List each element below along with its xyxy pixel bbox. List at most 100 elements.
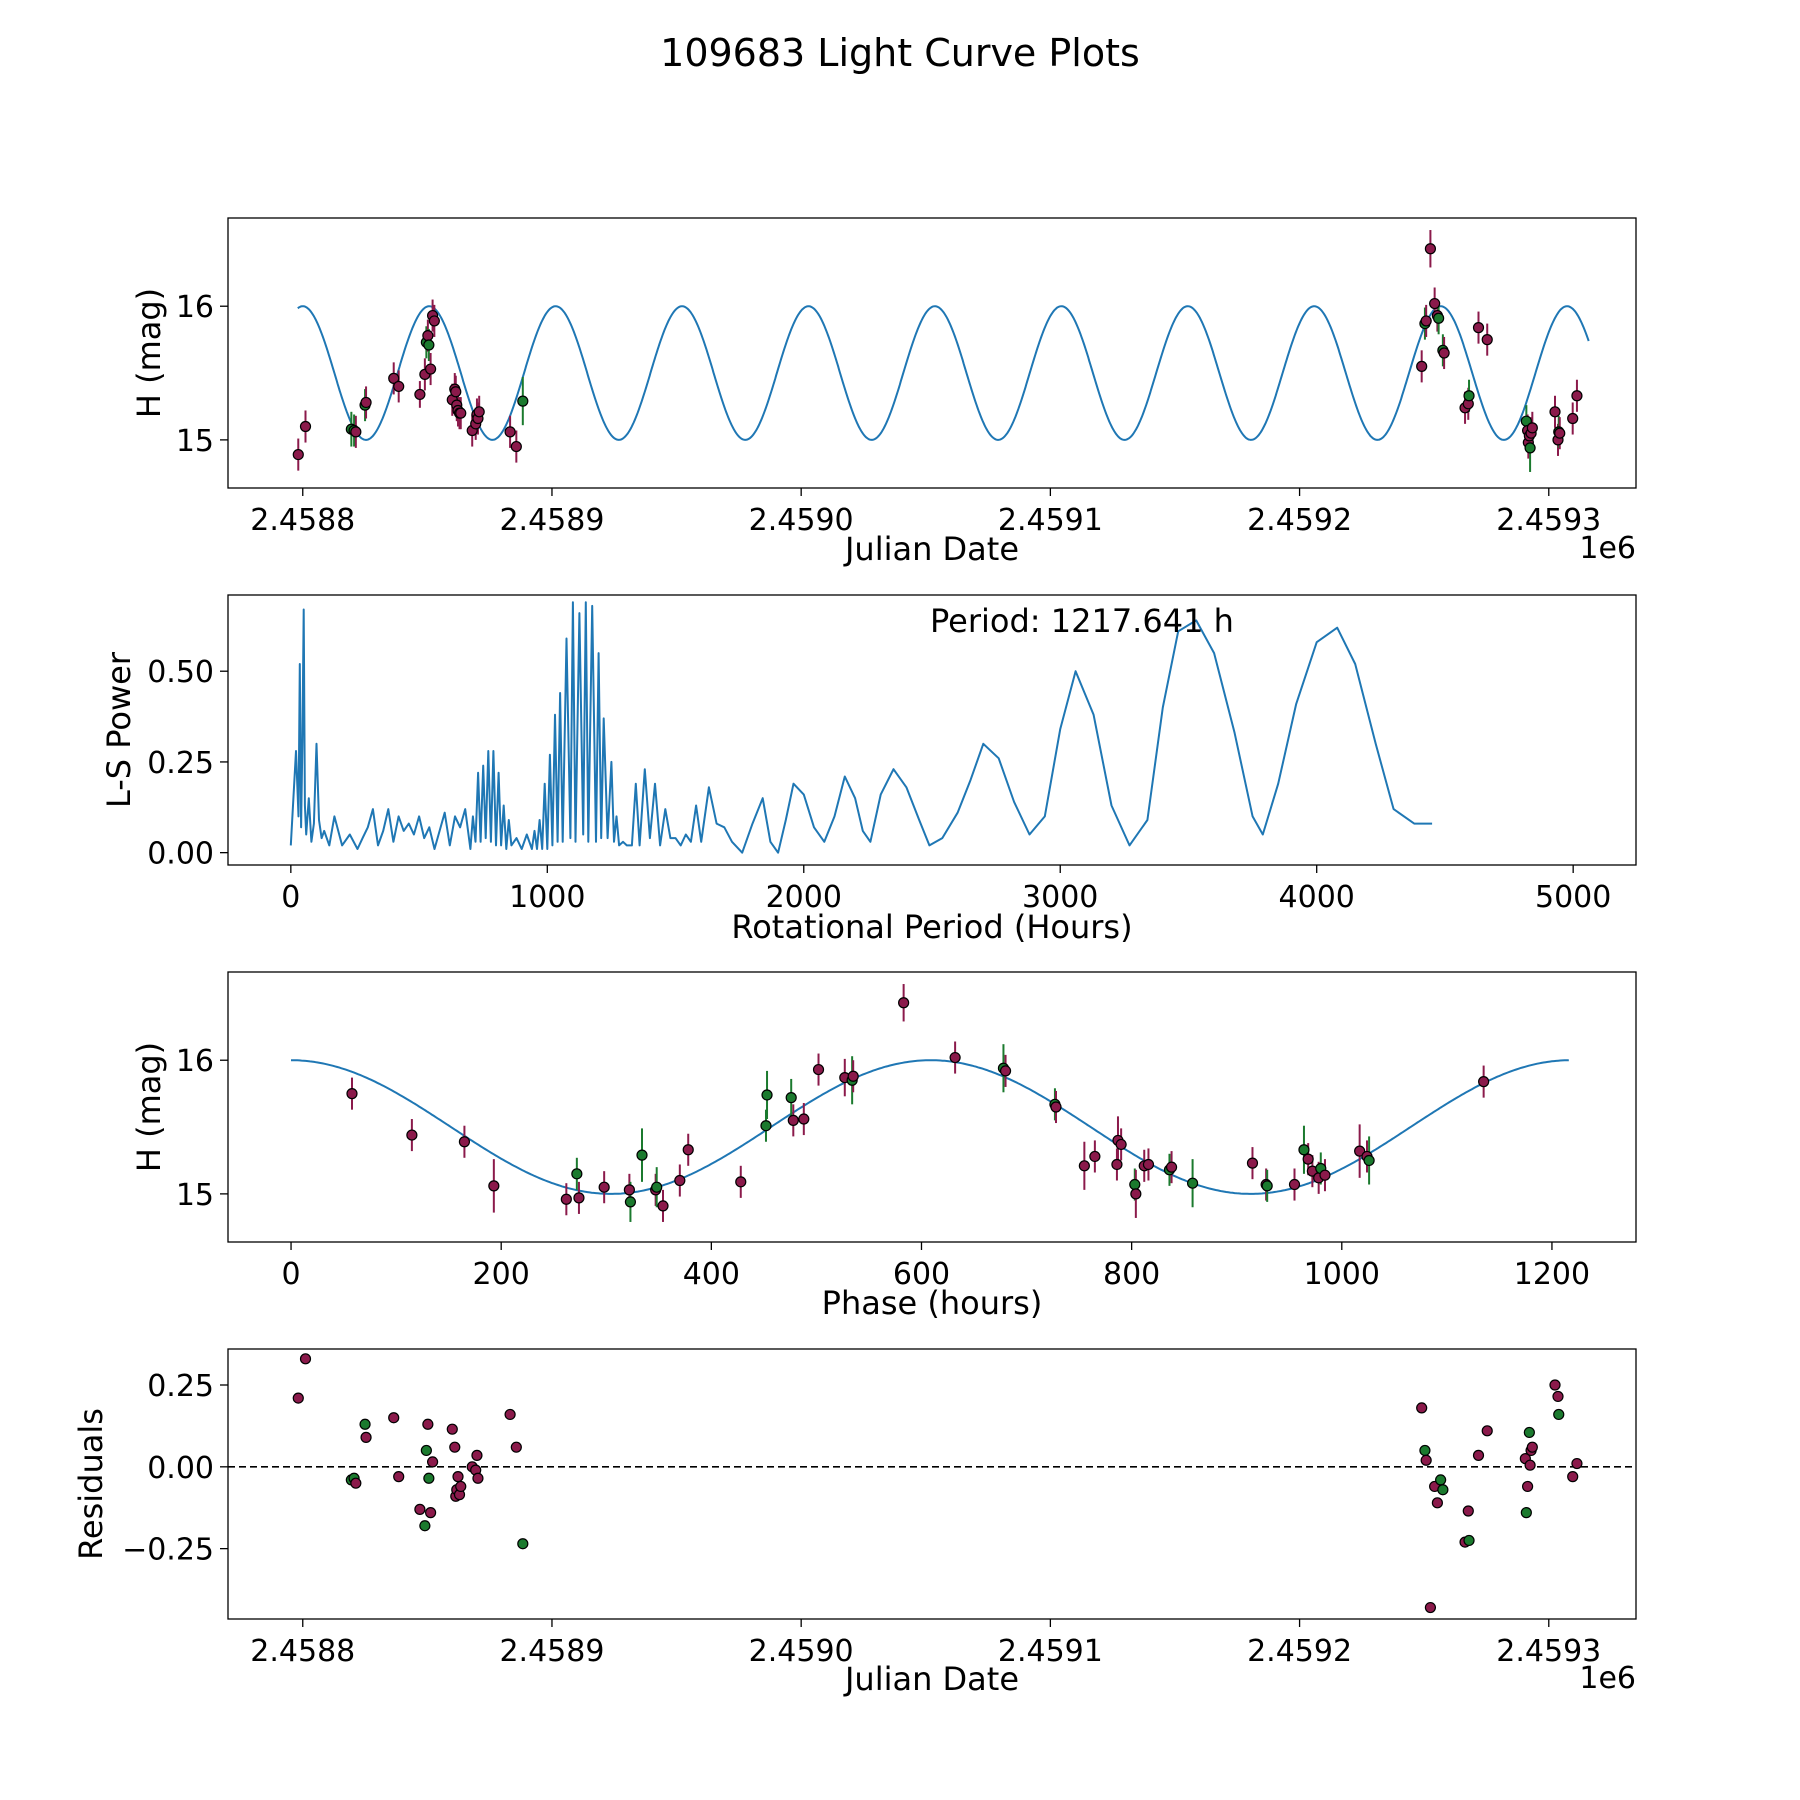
x-tick-label: 1200 (1514, 1257, 1590, 1292)
data-point (1420, 1454, 1432, 1466)
panel-periodogram: 0 1000 2000 3000 4000 5000 0.00 0.25 0.50 Period… (100, 594, 1637, 946)
data-point (422, 1418, 434, 1430)
data-point (1553, 1408, 1565, 1421)
x-tick-label: 2.4590 (749, 503, 854, 538)
data-point (1420, 315, 1432, 327)
data-point (449, 1441, 461, 1453)
data-point (360, 396, 372, 409)
data-point (455, 1480, 467, 1493)
panel-lightcurve-frame (227, 217, 1637, 489)
data-point (1424, 1601, 1437, 1614)
data-point (1549, 1379, 1561, 1391)
data-point (1524, 442, 1536, 454)
x-tick-label: 800 (1103, 1257, 1160, 1292)
data-point (406, 1129, 418, 1141)
data-point (1416, 1402, 1428, 1414)
data-point (1567, 1471, 1579, 1483)
y-tick-label: 0.25 (147, 746, 214, 781)
data-point (1319, 1169, 1331, 1181)
data-point (624, 1196, 637, 1208)
data-point (346, 1088, 358, 1100)
data-point (450, 386, 462, 398)
panel-residuals: 2.4588 2.4589 2.4590 2.4591 2.4592 2.4593 −0.2… (72, 1348, 1637, 1698)
data-point (1567, 412, 1579, 425)
data-point (423, 339, 435, 351)
panel-periodogram-xlabel: Rotational Period (Hours) (731, 908, 1132, 946)
data-point (350, 426, 362, 438)
data-point (1472, 1449, 1485, 1461)
y-tick-label: 0.50 (147, 655, 214, 690)
data-point (1089, 1150, 1101, 1163)
data-point (455, 407, 467, 419)
data-point (636, 1149, 648, 1161)
data-point (388, 1412, 400, 1424)
data-point (423, 1472, 435, 1484)
panel-residuals-ylabel: Residuals (72, 1408, 110, 1560)
x-tick-label: 0 (281, 880, 300, 915)
data-point (571, 1168, 583, 1180)
x-tick-label: 2000 (766, 880, 842, 915)
data-point (1115, 1138, 1127, 1151)
data-point (1129, 1178, 1141, 1191)
data-point (1462, 1505, 1474, 1517)
data-point (517, 1538, 529, 1550)
data-point (1523, 1426, 1535, 1439)
x-tick-label: 2.4593 (1496, 503, 1601, 538)
data-point (510, 440, 522, 453)
data-point (999, 1065, 1012, 1077)
x-tick-label: 2.4591 (998, 503, 1103, 538)
data-point (1526, 1441, 1538, 1453)
panel-residuals-xlabel: Julian Date (843, 1660, 1019, 1698)
data-point (682, 1144, 694, 1156)
data-point (414, 1503, 426, 1515)
data-point (949, 1051, 961, 1064)
period-annotation: Period: 1217.641 h (930, 602, 1234, 640)
data-point (1438, 347, 1450, 359)
y-tick-label: 0.00 (147, 1451, 214, 1486)
data-point (292, 448, 304, 461)
data-point (359, 1418, 371, 1430)
data-point (560, 1193, 572, 1205)
x-tick-label: 2.4593 (1496, 1634, 1601, 1669)
data-point (674, 1174, 686, 1187)
data-point (1435, 1474, 1447, 1486)
data-point (1050, 1101, 1062, 1113)
data-point (471, 1449, 483, 1461)
panel-lightcurve-ylabel: H (mag) (130, 288, 168, 418)
x-tick-label: 2.4592 (1247, 503, 1352, 538)
data-point (292, 1392, 304, 1404)
data-point (1111, 1158, 1123, 1171)
data-point (1416, 360, 1428, 372)
data-point (1431, 1497, 1443, 1509)
x-tick-label: 1000 (1304, 1257, 1380, 1292)
model-curve (297, 305, 1590, 441)
x-tick-label: 200 (473, 1257, 530, 1292)
data-point (735, 1176, 747, 1188)
data-point (1520, 1507, 1532, 1519)
data-point (488, 1180, 500, 1192)
panel-residuals-frame (227, 1348, 1637, 1620)
data-point (1261, 1180, 1273, 1192)
data-point (898, 997, 910, 1009)
data-point (573, 1192, 585, 1204)
data-point (420, 1444, 432, 1457)
y-tick-label: 16 (176, 290, 214, 325)
panel-lightcurve: 2.4588 2.4589 2.4590 2.4591 2.4592 2.4593 15 16… (130, 217, 1637, 568)
data-point (388, 372, 400, 384)
power-curve (289, 601, 1433, 854)
data-point (1463, 1534, 1475, 1547)
data-point (299, 420, 312, 433)
x-tick-label: 2.4590 (749, 1634, 854, 1669)
data-point (1552, 1390, 1564, 1403)
x-tick-label: 2.4592 (1247, 1634, 1352, 1669)
data-point (657, 1200, 669, 1212)
y-tick-label: 0.00 (147, 837, 214, 872)
data-point (1437, 1484, 1449, 1496)
x-tick-label: 3000 (1022, 880, 1098, 915)
data-point (1130, 1188, 1142, 1200)
data-point (458, 1136, 471, 1148)
data-point (1463, 390, 1475, 402)
data-point (426, 1456, 439, 1468)
data-point (473, 406, 485, 418)
